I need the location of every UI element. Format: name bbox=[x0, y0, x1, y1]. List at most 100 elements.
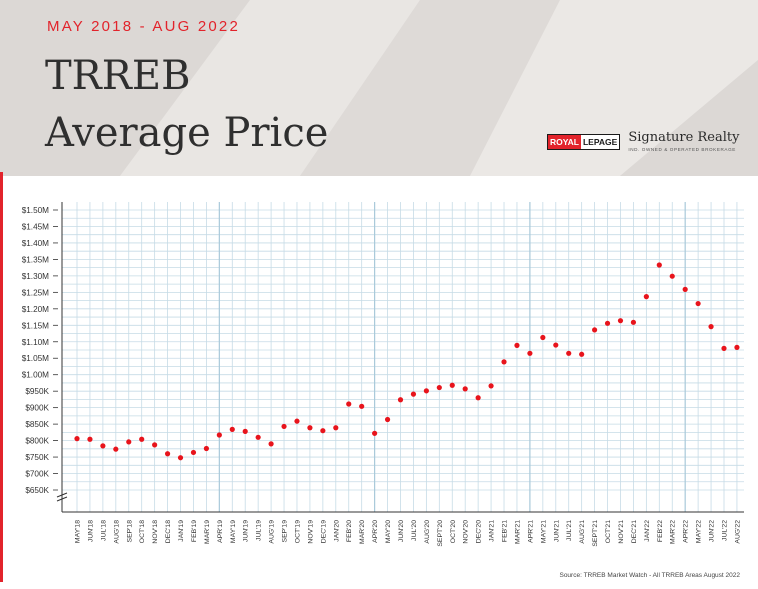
x-tick-label: APR'20 bbox=[372, 520, 379, 543]
logo-royal: ROYAL bbox=[548, 135, 581, 149]
y-tick-label: $800K bbox=[25, 437, 49, 446]
data-point bbox=[540, 334, 546, 341]
x-tick-label: MAR'21 bbox=[514, 520, 521, 544]
data-point bbox=[734, 344, 740, 350]
data-point bbox=[87, 436, 93, 442]
data-point bbox=[604, 320, 611, 326]
x-tick-label: MAR'22 bbox=[670, 520, 677, 544]
x-tick-label: DEC'20 bbox=[476, 520, 483, 543]
data-point bbox=[113, 446, 119, 452]
y-tick-label: $1.20M bbox=[22, 305, 49, 314]
x-tick-label: MAR'20 bbox=[359, 520, 366, 544]
axis-break-mark bbox=[56, 492, 68, 502]
data-point bbox=[553, 342, 559, 348]
brokerage-logo: ROYAL LEPAGE Signature Realty IND. OWNED… bbox=[547, 131, 739, 153]
x-tick-label: SEPT'20 bbox=[437, 520, 444, 547]
y-tick-label: $650K bbox=[25, 486, 49, 495]
royal-lepage-badge: ROYAL LEPAGE bbox=[547, 134, 621, 150]
x-tick-label: AUG'20 bbox=[424, 520, 431, 544]
x-tick-label: AUG'19 bbox=[269, 520, 276, 544]
x-tick-label: MAY'21 bbox=[540, 520, 547, 543]
x-tick-label: JUN'18 bbox=[87, 520, 94, 542]
data-point bbox=[346, 401, 352, 407]
data-point bbox=[190, 449, 197, 456]
data-point bbox=[100, 443, 106, 449]
data-point bbox=[423, 388, 429, 394]
x-tick-label: JUN'21 bbox=[553, 520, 560, 542]
data-point bbox=[656, 262, 662, 268]
data-point bbox=[164, 451, 171, 457]
data-point bbox=[372, 430, 378, 436]
data-point bbox=[126, 439, 132, 445]
data-point bbox=[462, 386, 468, 392]
data-point bbox=[617, 318, 624, 324]
accent-line bbox=[0, 172, 3, 582]
y-tick-label: $1.10M bbox=[22, 338, 49, 347]
data-point bbox=[695, 300, 701, 307]
page-title-line2: Average Price bbox=[45, 110, 329, 156]
data-point bbox=[281, 423, 287, 430]
x-tick-label: JUL'21 bbox=[566, 520, 573, 541]
x-tick-label: JUL'22 bbox=[722, 520, 729, 541]
y-tick-label: $1.05M bbox=[22, 354, 49, 363]
x-tick-label: NOV'21 bbox=[618, 520, 625, 544]
x-tick-label: JAN'20 bbox=[333, 520, 340, 542]
x-tick-label: SEP'19 bbox=[282, 520, 289, 543]
x-tick-label: APR'22 bbox=[683, 520, 690, 543]
data-point bbox=[566, 350, 572, 356]
x-tick-label: SEP'18 bbox=[126, 520, 133, 543]
data-point bbox=[255, 434, 261, 440]
data-point bbox=[592, 327, 598, 333]
logo-brand-name: Signature Realty bbox=[628, 130, 740, 145]
data-point bbox=[630, 319, 637, 325]
x-tick-label: MAY'19 bbox=[230, 520, 237, 543]
data-point bbox=[333, 425, 339, 431]
data-point bbox=[501, 359, 507, 365]
logo-text: Signature Realty IND. OWNED & OPERATED B… bbox=[628, 131, 739, 153]
x-tick-label: JUN'20 bbox=[398, 520, 405, 542]
data-point bbox=[152, 442, 158, 448]
x-tick-label: MAY'20 bbox=[385, 520, 392, 543]
x-tick-label: OCT'19 bbox=[294, 520, 301, 543]
x-tick-label: AUG'18 bbox=[113, 520, 120, 544]
x-tick-label: FEB'21 bbox=[502, 520, 509, 542]
data-point bbox=[475, 395, 481, 401]
chart-grid bbox=[62, 202, 744, 512]
data-point bbox=[682, 286, 688, 292]
data-point bbox=[177, 455, 184, 461]
data-point bbox=[579, 351, 585, 357]
x-tick-label: JAN'21 bbox=[489, 520, 496, 542]
data-point bbox=[294, 418, 300, 424]
x-tick-label: JUN'19 bbox=[243, 520, 250, 542]
x-tick-label: MAY'18 bbox=[75, 520, 82, 543]
x-tick-label: AUG'21 bbox=[579, 520, 586, 544]
header-background-shapes bbox=[0, 0, 758, 176]
data-point bbox=[397, 397, 404, 403]
data-point bbox=[307, 425, 313, 431]
y-tick-label: $1.00M bbox=[22, 371, 49, 380]
y-tick-label: $1.40M bbox=[22, 239, 49, 248]
logo-lepage: LEPAGE bbox=[580, 135, 620, 149]
data-point bbox=[139, 436, 145, 442]
data-points bbox=[74, 262, 740, 461]
x-tick-label: FEB'19 bbox=[191, 520, 198, 542]
x-tick-label: DEC'21 bbox=[631, 520, 638, 543]
y-tick-label: $1.50M bbox=[22, 206, 49, 215]
y-tick-label: $950K bbox=[25, 387, 49, 396]
data-point bbox=[449, 382, 455, 388]
data-point bbox=[488, 383, 494, 389]
page-title-line1: TRREB bbox=[45, 53, 191, 99]
y-tick-label: $1.45M bbox=[22, 222, 49, 231]
chart-axes bbox=[56, 202, 744, 513]
x-tick-label: JUL'18 bbox=[100, 520, 107, 541]
header-banner: MAY 2018 - AUG 2022 TRREB Average Price … bbox=[0, 0, 758, 176]
data-point bbox=[721, 345, 727, 351]
data-point bbox=[514, 342, 520, 348]
y-tick-label: $1.35M bbox=[22, 255, 49, 264]
x-tick-label: OCT'21 bbox=[605, 520, 612, 543]
y-axis-ticks: $650K $700K $750K $800K $850K $900K $950K $1.00… bbox=[22, 206, 58, 495]
date-range: MAY 2018 - AUG 2022 bbox=[47, 18, 241, 35]
y-tick-label: $1.15M bbox=[22, 321, 49, 330]
x-axis-ticks: MAY'18 JUN'18 JUL'18 AUG'18 SEP'18 OCT'18 NOV'… bbox=[75, 520, 742, 547]
